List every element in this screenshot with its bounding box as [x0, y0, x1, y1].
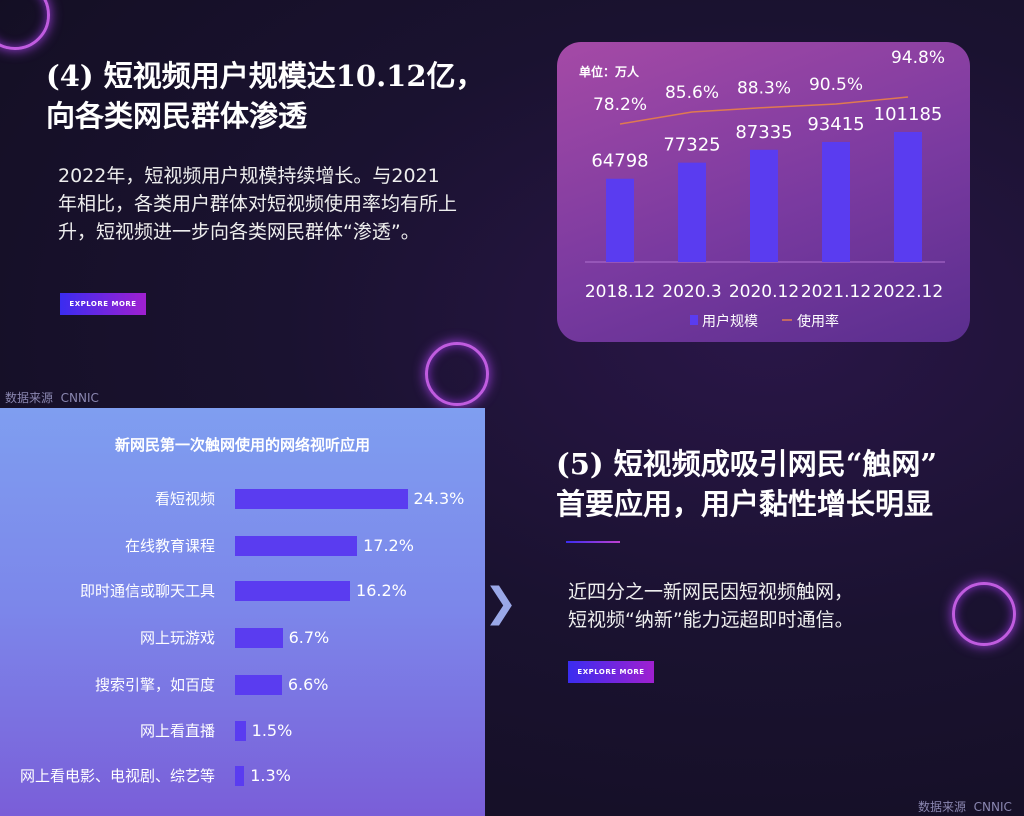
legend-line-label: 使用率 — [797, 313, 839, 330]
decorative-ring — [952, 582, 1016, 646]
decorative-ring — [0, 0, 50, 50]
decorative-ring — [425, 342, 489, 406]
category-label: 在线教育课程 — [124, 537, 215, 555]
explore-more-button[interactable]: EXPLORE MORE — [60, 293, 146, 315]
bar-value-label: 77325 — [663, 135, 720, 156]
category-label: 网上看电影、电视剧、综艺等 — [19, 767, 215, 785]
bar-value-label: 87335 — [735, 122, 792, 143]
category-label: 即时通信或聊天工具 — [79, 582, 215, 600]
value-label: 24.3% — [413, 489, 465, 508]
bar-row: 网上看电影、电视剧、综艺等 1.3% — [0, 765, 485, 787]
rate-label: 85.6% — [665, 83, 719, 103]
x-tick-label: 2020.12 — [729, 282, 799, 302]
section5-title: (5) 短视频成吸引网民“触网” 首要应用，用户黏性增长明显 — [556, 447, 938, 521]
bar — [235, 766, 245, 786]
bar — [750, 149, 778, 262]
user-scale-chart-card: 单位：万人 64798 2018.12 78.2% 77325 2020.3 85.6% 87… — [557, 42, 970, 342]
bar — [235, 721, 246, 741]
bar-row: 即时通信或聊天工具 16.2% — [0, 580, 485, 602]
new-users-apps-panel: 新网民第一次触网使用的网络视听应用 看短视频 24.3% 在线教育课程 17.2%… — [0, 408, 485, 816]
x-tick-label: 2020.3 — [662, 282, 721, 302]
bar — [678, 162, 706, 262]
category-label: 网上看直播 — [139, 722, 215, 740]
rate-label: 78.2% — [593, 95, 647, 115]
bar-value-label: 93415 — [807, 114, 864, 135]
rate-label: 94.8% — [891, 48, 945, 68]
bar-value-label: 64798 — [591, 151, 648, 172]
value-label: 1.3% — [250, 766, 291, 785]
bar-value-label: 101185 — [874, 104, 943, 125]
value-label: 6.7% — [288, 628, 330, 647]
x-tick-label: 2022.12 — [873, 282, 943, 302]
legend-bar-label: 用户规模 — [702, 313, 758, 330]
bar-row: 网上玩游戏 6.7% — [0, 627, 485, 649]
section4-body: 2022年，短视频用户规模持续增长。与2021 年相比，各类用户群体对短视频使用率… — [58, 165, 458, 243]
bar — [235, 536, 358, 556]
unit-label: 单位：万人 — [579, 64, 640, 79]
rate-line — [619, 96, 909, 125]
bar — [606, 178, 634, 262]
bar-row: 搜索引擎，如百度 6.6% — [0, 674, 485, 696]
x-tick-label: 2021.12 — [801, 282, 871, 302]
bar — [894, 132, 922, 262]
category-label: 搜索引擎，如百度 — [94, 676, 215, 694]
section4-title: (4) 短视频用户规模达10.12亿， 向各类网民群体渗透 — [46, 59, 485, 133]
bar — [235, 628, 283, 648]
chart-title: 新网民第一次触网使用的网络视听应用 — [114, 436, 370, 454]
rate-label: 90.5% — [809, 75, 863, 95]
chevron-right-icon: ❯ — [484, 580, 518, 626]
value-label: 16.2% — [356, 581, 407, 600]
user-scale-chart: 单位：万人 64798 2018.12 78.2% 77325 2020.3 85.6% 87… — [579, 48, 945, 330]
section5-body: 近四分之一新网民因短视频触网， 短视频“纳新”能力远超即时通信。 — [568, 581, 854, 631]
bar — [235, 675, 282, 695]
x-tick-label: 2018.12 — [585, 282, 655, 302]
explore-more-button[interactable]: EXPLORE MORE — [568, 661, 654, 683]
legend-bar-swatch — [690, 315, 698, 325]
value-label: 17.2% — [363, 536, 414, 555]
bar-row: 看短视频 24.3% — [0, 488, 485, 510]
bar-row: 在线教育课程 17.2% — [0, 535, 485, 557]
rate-label: 88.3% — [737, 79, 791, 99]
divider — [566, 541, 620, 543]
data-source: 数据来源 CNNIC — [5, 391, 99, 405]
bar — [822, 141, 850, 262]
bar — [235, 489, 408, 509]
category-label: 网上玩游戏 — [139, 629, 215, 647]
data-source: 数据来源 CNNIC — [918, 800, 1012, 814]
bar — [235, 581, 351, 601]
value-label: 1.5% — [251, 721, 293, 740]
category-label: 看短视频 — [154, 490, 215, 508]
value-label: 6.6% — [287, 675, 329, 694]
bar-row: 网上看直播 1.5% — [0, 720, 485, 742]
